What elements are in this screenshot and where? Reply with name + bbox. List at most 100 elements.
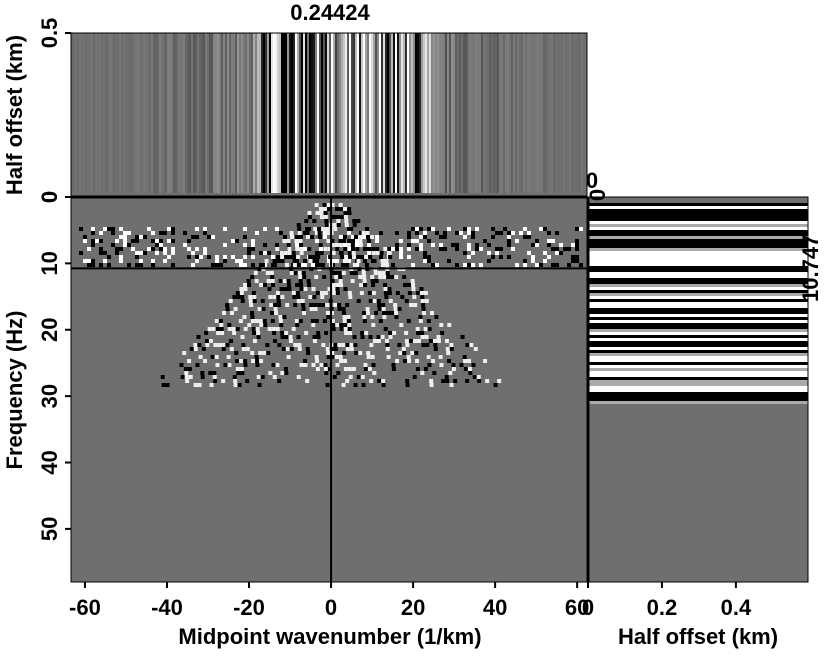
texture <box>575 247 579 251</box>
texture <box>298 279 303 283</box>
texture <box>324 331 329 335</box>
texture <box>391 367 396 371</box>
texture <box>199 255 203 259</box>
texture <box>297 231 302 235</box>
texture <box>195 235 199 239</box>
texture <box>83 235 87 239</box>
texture <box>331 323 336 327</box>
texture <box>475 247 479 251</box>
texture <box>571 255 575 259</box>
texture <box>515 263 519 267</box>
x-tick-label: -60 <box>69 595 101 620</box>
texture <box>407 33 409 193</box>
texture <box>219 323 224 327</box>
texture <box>364 331 369 335</box>
texture <box>336 371 341 375</box>
texture <box>347 247 351 251</box>
texture <box>269 33 271 193</box>
texture <box>205 33 207 193</box>
texture <box>384 263 389 267</box>
texture <box>335 207 340 211</box>
texture <box>330 279 335 283</box>
texture <box>351 247 355 251</box>
texture <box>449 343 454 347</box>
texture <box>378 319 383 323</box>
texture <box>467 359 472 363</box>
texture <box>429 33 431 193</box>
texture <box>362 311 366 315</box>
texture <box>397 33 399 193</box>
texture <box>161 33 163 193</box>
texture <box>235 359 240 363</box>
texture <box>302 311 306 315</box>
y-tick-label: 40 <box>37 450 62 474</box>
texture <box>315 251 320 255</box>
texture <box>468 371 473 375</box>
texture <box>297 33 299 193</box>
texture <box>323 291 328 295</box>
texture <box>449 383 454 387</box>
texture <box>347 227 351 231</box>
texture <box>348 375 353 379</box>
texture <box>527 251 531 255</box>
texture <box>240 299 245 303</box>
texture <box>485 379 490 383</box>
texture <box>319 215 324 219</box>
texture <box>441 33 443 193</box>
texture <box>245 347 250 351</box>
texture <box>294 239 299 243</box>
texture <box>335 291 340 295</box>
texture <box>251 255 255 259</box>
texture <box>432 371 437 375</box>
texture <box>588 341 808 344</box>
texture <box>588 359 808 362</box>
texture <box>477 33 479 193</box>
texture <box>121 33 123 193</box>
texture <box>99 251 103 255</box>
texture <box>421 33 423 193</box>
texture <box>101 33 103 193</box>
texture <box>354 351 359 355</box>
texture <box>439 33 441 193</box>
texture <box>467 263 471 267</box>
texture <box>439 363 444 367</box>
texture <box>339 327 344 331</box>
texture <box>326 311 330 315</box>
texture <box>335 33 337 193</box>
texture <box>588 353 808 356</box>
texture <box>579 263 583 267</box>
texture <box>493 33 495 193</box>
side-x-tick-label: 0.4 <box>721 595 752 620</box>
texture <box>357 33 359 193</box>
texture <box>315 359 320 363</box>
texture <box>535 33 537 193</box>
texture <box>235 239 239 243</box>
texture <box>324 371 329 375</box>
texture <box>374 311 378 315</box>
texture <box>588 278 808 281</box>
texture <box>333 303 338 307</box>
texture <box>323 211 328 215</box>
texture <box>386 355 391 359</box>
texture <box>257 33 259 193</box>
texture <box>400 295 405 299</box>
texture <box>171 33 173 193</box>
texture <box>272 295 277 299</box>
texture <box>268 295 273 299</box>
texture <box>358 243 363 247</box>
texture <box>483 239 487 243</box>
texture <box>379 255 383 259</box>
texture <box>291 291 296 295</box>
texture <box>347 367 352 371</box>
texture <box>431 359 436 363</box>
texture <box>342 311 346 315</box>
texture <box>588 284 808 287</box>
texture <box>360 335 365 339</box>
texture <box>453 33 455 193</box>
texture <box>221 347 226 351</box>
texture <box>103 251 107 255</box>
texture <box>123 239 127 243</box>
texture <box>577 33 579 193</box>
texture <box>531 243 535 247</box>
texture <box>331 327 336 331</box>
